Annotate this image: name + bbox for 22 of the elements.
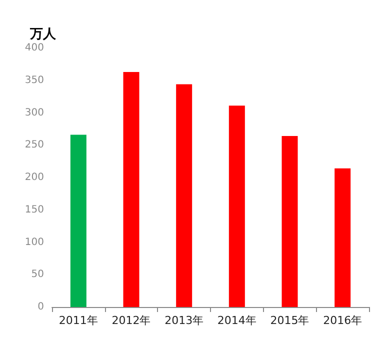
- y-tick-label: 150: [24, 204, 44, 216]
- x-tick-label: 2016年: [323, 314, 362, 327]
- y-tick-label: 100: [24, 236, 44, 248]
- bar: [334, 168, 351, 307]
- bar: [228, 106, 245, 307]
- bar: [123, 72, 140, 307]
- y-tick-label: 250: [24, 140, 44, 151]
- y-tick-label: 50: [31, 269, 44, 280]
- x-tick-label: 2014年: [217, 314, 256, 327]
- y-tick-label: 0: [38, 302, 44, 312]
- x-tick-label: 2015年: [270, 314, 310, 327]
- y-tick-label: 200: [24, 172, 44, 183]
- bar: [70, 134, 86, 307]
- y-tick-label: 350: [24, 74, 44, 86]
- bar: [282, 136, 298, 307]
- bar: [176, 84, 192, 307]
- x-tick-label: 2013年: [164, 314, 204, 327]
- y-axis-title: 万人: [29, 27, 57, 42]
- x-tick-label: 2012年: [112, 314, 151, 327]
- y-tick-label: 300: [24, 107, 44, 118]
- y-tick-label: 400: [24, 42, 44, 54]
- x-tick-label: 2011年: [58, 314, 98, 327]
